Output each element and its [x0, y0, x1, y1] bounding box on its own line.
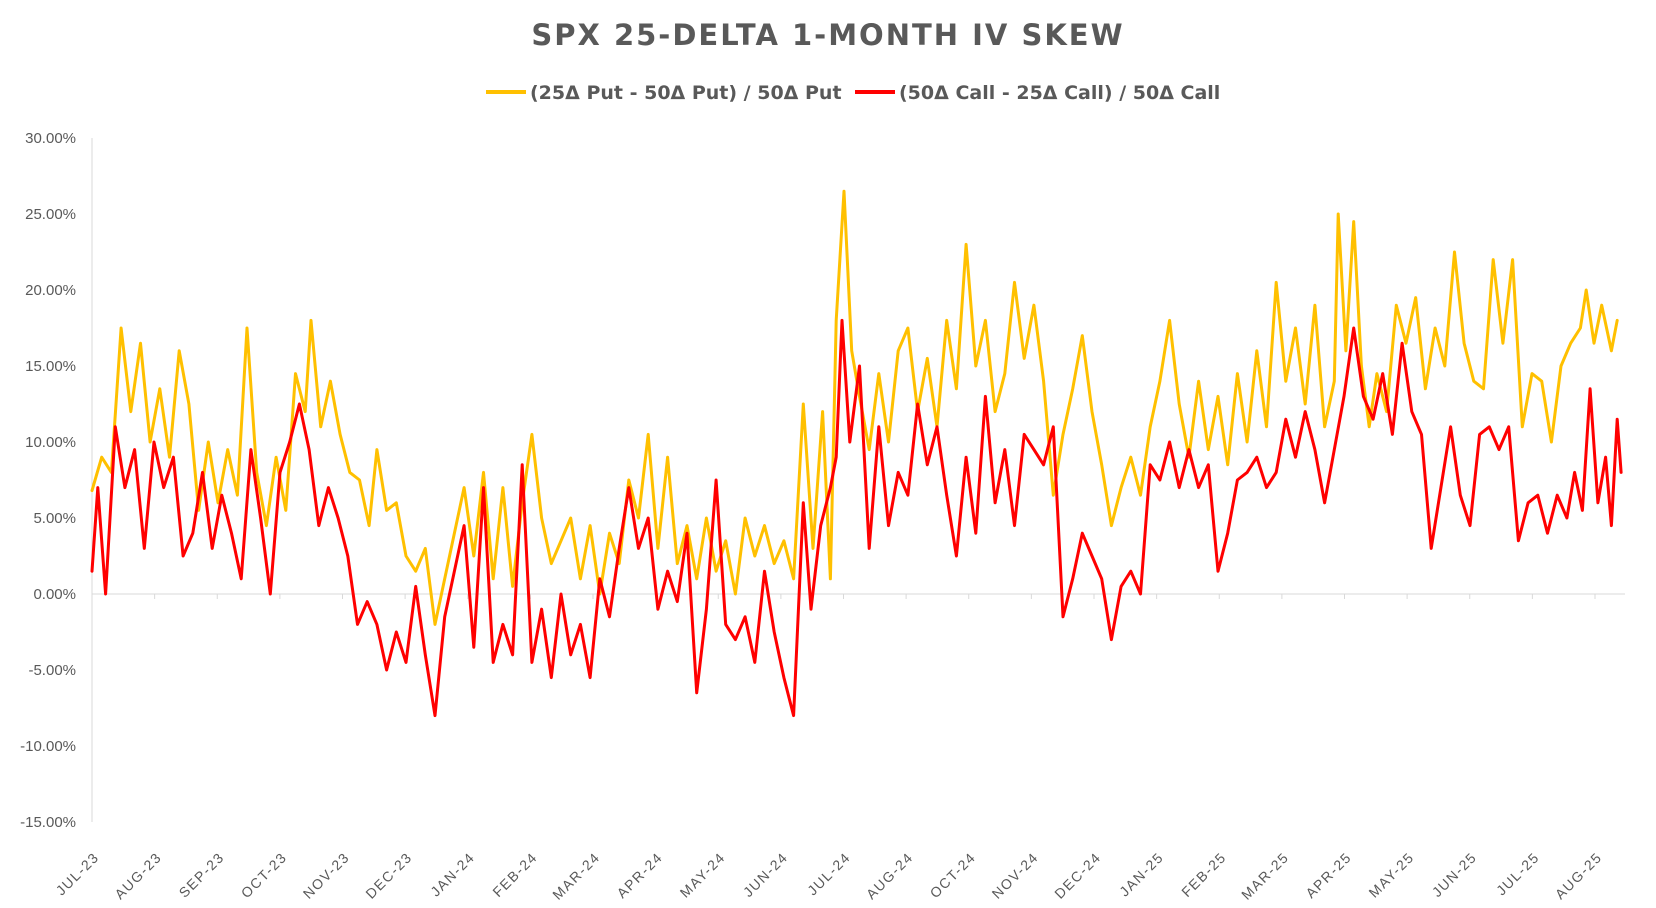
- x-tick-label: OCT-24: [927, 849, 979, 901]
- x-tick-label: AUG-24: [863, 849, 916, 902]
- legend-item-call-skew: (50Δ Call - 25Δ Call) / 50Δ Call: [855, 82, 1220, 104]
- x-axis-labels: JUL-23 AUG-23 SEP-23 OCT-23 NOV-23 DEC-23 JAN-…: [53, 849, 1606, 903]
- x-tick-label: DEC-24: [1051, 849, 1104, 902]
- legend-item-put-skew: (25Δ Put - 50Δ Put) / 50Δ Put: [486, 82, 842, 104]
- x-tick-label: JUN-25: [1429, 849, 1480, 900]
- x-tick-label: MAY-25: [1365, 849, 1417, 901]
- x-tick-label: AUG-25: [1552, 849, 1605, 902]
- x-tick-label: FEB-25: [1178, 849, 1229, 900]
- legend: (25Δ Put - 50Δ Put) / 50Δ Put (50Δ Call …: [486, 82, 1220, 104]
- x-tick-label: OCT-23: [238, 849, 290, 901]
- y-axis-labels: 30.00% 25.00% 20.00% 15.00% 10.00% 5.00% 0.00%…: [20, 130, 76, 831]
- x-tick-label: MAR-24: [549, 849, 603, 903]
- y-tick-label: -10.00%: [20, 738, 76, 755]
- x-axis-ticks: [91, 594, 1596, 599]
- x-tick-label: NOV-24: [989, 849, 1042, 902]
- put-skew-line: [90, 189, 1619, 626]
- y-tick-label: 5.00%: [33, 510, 76, 527]
- y-tick-label: 10.00%: [25, 434, 76, 451]
- x-tick-label: JAN-25: [1116, 849, 1167, 900]
- y-tick-label: 20.00%: [25, 282, 76, 299]
- x-tick-label: NOV-23: [300, 849, 353, 902]
- y-tick-label: 30.00%: [25, 130, 76, 147]
- x-tick-label: FEB-24: [489, 849, 540, 900]
- x-tick-label: JUL-23: [53, 849, 103, 899]
- legend-label-put-skew: (25Δ Put - 50Δ Put) / 50Δ Put: [530, 82, 842, 104]
- x-tick-label: AUG-23: [111, 849, 164, 902]
- x-tick-label: DEC-23: [362, 849, 415, 902]
- legend-label-call-skew: (50Δ Call - 25Δ Call) / 50Δ Call: [899, 82, 1220, 104]
- x-tick-label: SEP-23: [176, 849, 228, 901]
- x-tick-label: JUL-25: [1493, 849, 1543, 899]
- y-tick-label: 0.00%: [33, 586, 76, 603]
- y-tick-label: 25.00%: [25, 206, 76, 223]
- y-tick-label: -15.00%: [20, 814, 76, 831]
- x-tick-label: JUN-24: [740, 849, 791, 900]
- x-tick-label: MAY-24: [677, 849, 729, 901]
- y-tick-label: 15.00%: [25, 358, 76, 375]
- series-layer: [90, 189, 1623, 718]
- x-tick-label: JAN-24: [427, 849, 478, 900]
- x-tick-label: APR-24: [613, 849, 665, 901]
- y-tick-label: -5.00%: [28, 662, 76, 679]
- x-tick-label: APR-25: [1302, 849, 1354, 901]
- x-tick-label: MAR-25: [1238, 849, 1292, 903]
- x-tick-label: JUL-24: [804, 849, 854, 899]
- call-skew-line: [90, 318, 1623, 718]
- chart-title: SPX 25-DELTA 1-MONTH IV SKEW: [531, 18, 1124, 52]
